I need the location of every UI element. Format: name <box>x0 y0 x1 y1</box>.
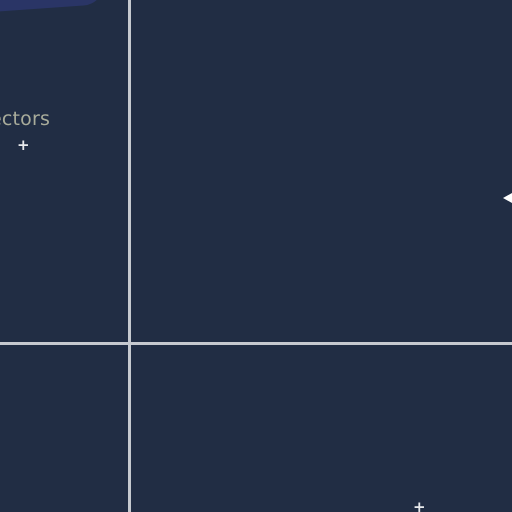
horizontal-divider-line <box>0 342 512 345</box>
top-edge-shape <box>0 0 106 12</box>
plus-icon[interactable]: + <box>413 498 426 512</box>
connectors-label: ectors <box>0 108 51 130</box>
vertical-divider-line <box>128 0 131 512</box>
plus-icon[interactable]: + <box>17 136 30 154</box>
arrow-pointer-icon <box>503 193 512 203</box>
